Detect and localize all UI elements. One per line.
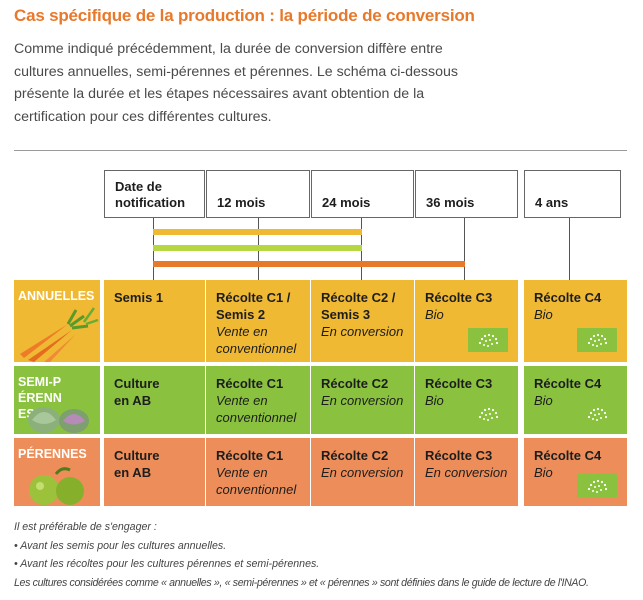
cell-perennes-recolte-c2: Récolte C2 En conversion	[311, 438, 414, 506]
divider	[14, 150, 627, 151]
timeline-line-36-months	[464, 218, 465, 280]
cell-semi-recolte-c3: Récolte C3 Bio	[415, 366, 518, 434]
duration-bar-semi-perennes	[153, 245, 362, 251]
cell-annuelles-recolte-c4: Récolte C4 Bio	[524, 280, 627, 362]
cell-annuelles-semis-1: Semis 1	[104, 280, 205, 362]
footer-line: Les cultures considérées comme « annuell…	[14, 576, 589, 589]
cell-semi-recolte-c2: Récolte C2 En conversion	[311, 366, 414, 434]
cell-annuelles-recolte-c3: Récolte C3 Bio	[415, 280, 518, 362]
eu-organic-leaf-icon	[577, 474, 617, 498]
row-label-text: ANNUELLES	[18, 289, 95, 303]
eu-organic-leaf-icon	[577, 328, 617, 352]
apples-illustration	[29, 467, 84, 505]
row-annuelles: ANNUELLES Semis 1 Récolte C1 / Semis 2 V…	[14, 280, 627, 362]
intro-paragraph: Comme indiqué précédemment, la durée de …	[14, 41, 458, 125]
footer-notes: Il est préférable de s'engager : • Avant…	[14, 518, 629, 592]
header-notification: Date de notification	[104, 170, 205, 218]
cell-perennes-recolte-c4: Récolte C4 Bio	[524, 438, 627, 506]
cell-semi-culture-ab: Culture en AB	[104, 366, 205, 434]
row-label-text: PÉRENNES	[18, 447, 87, 461]
carrots-illustration	[20, 307, 99, 362]
header-36-months: 36 mois	[415, 170, 518, 218]
cell-perennes-recolte-c1: Récolte C1 Vente en conventionnel	[206, 438, 310, 506]
footer-line: Il est préférable de s'engager :	[14, 521, 157, 533]
duration-bar-perennes	[153, 261, 465, 267]
header-12-months: 12 mois	[206, 170, 310, 218]
cell-perennes-culture-ab: Culture en AB	[104, 438, 205, 506]
cell-semi-recolte-c4: Récolte C4 Bio	[524, 366, 627, 434]
duration-bar-annuelles	[153, 229, 362, 235]
eu-organic-leaf-icon	[468, 402, 508, 426]
eu-organic-leaf-icon	[468, 328, 508, 352]
row-semi-perennes: SEMI-PÉRENNES Culture en AB Récolte C1 V…	[14, 366, 627, 434]
row-label-perennes: PÉRENNES	[14, 438, 100, 506]
cell-semi-recolte-c1: Récolte C1 Vente en conventionnel	[206, 366, 310, 434]
eu-organic-leaf-icon	[577, 402, 617, 426]
header-4-years: 4 ans	[524, 170, 621, 218]
artichoke-illustration	[28, 407, 89, 433]
page-title: Cas spécifique de la production : la pér…	[14, 6, 475, 25]
row-label-semi-perennes: SEMI-PÉRENNES	[14, 366, 100, 434]
timeline-line-4-years	[569, 218, 570, 280]
footer-line: • Avant les semis pour les cultures annu…	[14, 539, 227, 552]
cell-annuelles-recolte-c2: Récolte C2 / Semis 3 En conversion	[311, 280, 414, 362]
header-24-months: 24 mois	[311, 170, 414, 218]
row-label-annuelles: ANNUELLES	[14, 280, 100, 362]
cell-perennes-recolte-c3: Récolte C3 En conversion	[415, 438, 518, 506]
footer-line: • Avant les récoltes pour les cultures p…	[14, 558, 320, 570]
row-label-text: SEMI-PÉRENNES	[18, 375, 62, 421]
cell-annuelles-recolte-c1: Récolte C1 / Semis 2 Vente en convention…	[206, 280, 310, 362]
row-perennes: PÉRENNES Culture en AB Récolte C1 Vente …	[14, 438, 627, 506]
